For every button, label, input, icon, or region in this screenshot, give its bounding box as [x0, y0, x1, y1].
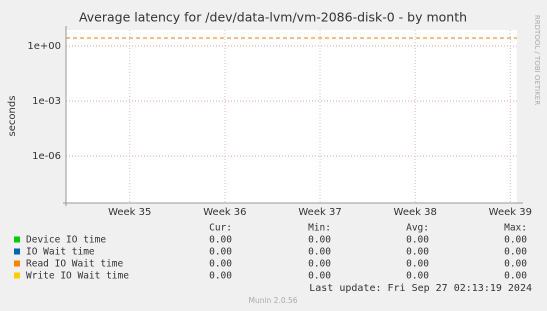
legend-stat: 0.00 [209, 247, 232, 258]
x-tick-label: Week 38 [394, 207, 437, 218]
x-tick-label: Week 36 [203, 207, 246, 218]
x-tick-label: Week 39 [489, 207, 532, 218]
legend-stat: 0.00 [209, 271, 232, 282]
legend-swatch [14, 260, 20, 267]
legend-swatch [14, 248, 20, 255]
x-tick-label: Week 37 [298, 207, 341, 218]
legend-stat: 0.00 [308, 247, 331, 258]
plot-area [66, 30, 517, 203]
legend-stat: 0.00 [406, 235, 429, 246]
side-label: RRDTOOL / TOBI OETIKER [533, 15, 541, 105]
legend-label: IO Wait time [26, 247, 95, 258]
legend-label: Device IO time [26, 235, 106, 246]
legend-swatch [14, 236, 20, 243]
legend-stat: 0.00 [308, 271, 331, 282]
legend-stat: 0.00 [209, 235, 232, 246]
legend-stat: 0.00 [504, 247, 527, 258]
legend-stat: 0.00 [406, 271, 429, 282]
legend-stat: 0.00 [504, 271, 527, 282]
legend-stat: 0.00 [406, 259, 429, 270]
legend-stat: 0.00 [308, 259, 331, 270]
legend-label: Write IO Wait time [26, 271, 129, 282]
legend-stat: 0.00 [209, 259, 232, 270]
legend-stat: 0.00 [406, 247, 429, 258]
chart-title: Average latency for /dev/data-lvm/vm-208… [79, 10, 467, 25]
y-axis-label: seconds [7, 96, 18, 137]
legend-header: Min: [308, 223, 331, 234]
legend-stat: 0.00 [504, 259, 527, 270]
y-tick-label: 1e+00 [27, 41, 61, 52]
legend-swatch [14, 272, 20, 279]
legend-header: Max: [504, 223, 527, 234]
legend-stat: 0.00 [504, 235, 527, 246]
legend-header: Avg: [406, 223, 429, 234]
y-tick-label: 1e-06 [32, 151, 61, 162]
x-tick-label: Week 35 [108, 207, 151, 218]
generator: Munin 2.0.56 [248, 296, 297, 305]
y-tick-label: 1e-03 [32, 96, 61, 107]
legend-stat: 0.00 [308, 235, 331, 246]
legend-header: Cur: [209, 223, 232, 234]
last-update: Last update: Fri Sep 27 02:13:19 2024 [309, 283, 532, 294]
legend-label: Read IO Wait time [26, 259, 124, 270]
